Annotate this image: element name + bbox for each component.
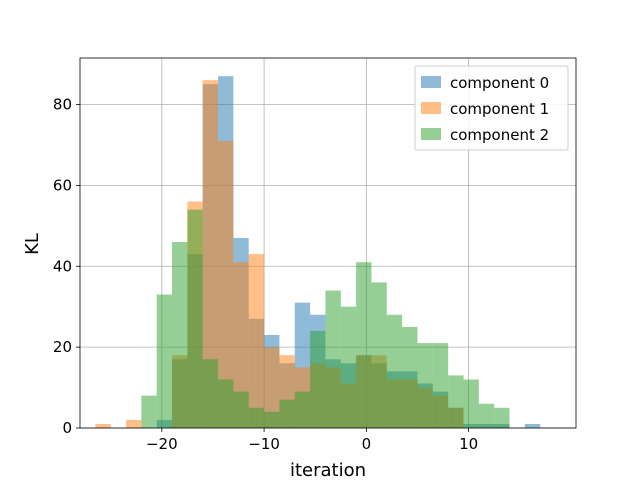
legend-swatch-2 (421, 128, 441, 140)
bar-series-2-bin-16 (386, 314, 403, 428)
bar-series-2-bin-10 (294, 391, 311, 428)
bar-series-2-bin-2 (172, 241, 188, 428)
x-tick-label: −20 (146, 435, 178, 453)
bar-series-2-bin-8 (264, 411, 280, 428)
legend: component 0 component 1 component 2 (414, 65, 569, 151)
legend-swatch-0 (421, 76, 441, 88)
legend-box (414, 65, 569, 151)
plot-frame (79, 57, 577, 429)
bar-series-2-bin-15 (371, 282, 387, 428)
y-tick-label: 0 (62, 419, 72, 437)
series-2 (141, 209, 510, 428)
bar-series-2-bin-11 (310, 330, 326, 428)
bar-series-2-bin-17 (402, 326, 418, 428)
bar-series-2-bin-0 (141, 395, 157, 428)
bar-series-1-bin-10 (248, 254, 265, 428)
bar-series-2-bin-6 (233, 391, 249, 428)
bar-series-2-bin-21 (463, 379, 479, 428)
bar-series-2-bin-13 (340, 306, 357, 428)
bar-series-1-bin-2 (126, 419, 142, 428)
bar-series-2-bin-22 (478, 403, 495, 428)
bar-series-2-bin-5 (218, 379, 234, 428)
y-tick-label: 60 (53, 176, 72, 194)
bar-series-2-bin-14 (356, 262, 372, 428)
bar-series-1-bin-7 (202, 80, 219, 428)
y-tick-label: 40 (53, 257, 72, 275)
x-axis-title: iteration (290, 460, 366, 480)
bar-series-2-bin-23 (494, 407, 510, 428)
x-tick-label: 0 (362, 435, 372, 453)
bar-series-2-bin-7 (248, 407, 265, 428)
bar-series-2-bin-3 (187, 209, 203, 428)
bars-layer (95, 76, 541, 429)
bar-series-2-bin-4 (202, 359, 219, 428)
bar-series-2-bin-12 (325, 290, 341, 428)
bar-series-2-bin-19 (432, 343, 449, 428)
bar-series-1-bin-11 (264, 347, 280, 428)
bar-series-2-bin-18 (417, 343, 433, 428)
bar-series-2-bin-9 (279, 399, 295, 428)
legend-label-2: component 2 (450, 126, 549, 144)
x-tick-label: −10 (248, 435, 280, 453)
legend-label-1: component 1 (450, 100, 549, 118)
bar-series-2-bin-20 (448, 375, 464, 428)
bar-series-1-bin-0 (95, 423, 111, 428)
bar-series-0-bin-24 (524, 423, 541, 428)
legend-label-0: component 0 (450, 74, 549, 92)
y-tick-label: 80 (53, 96, 72, 114)
axes-layer: −20 −10 0 10 0 20 40 60 80 (53, 57, 577, 453)
y-tick-label: 20 (53, 338, 72, 356)
y-axis-title: KL (22, 233, 43, 255)
bar-series-1-bin-9 (233, 262, 249, 428)
bar-series-2-bin-1 (156, 294, 173, 428)
bar-series-1-bin-8 (218, 140, 234, 428)
x-tick-label: 10 (459, 435, 478, 453)
legend-swatch-1 (421, 102, 441, 114)
